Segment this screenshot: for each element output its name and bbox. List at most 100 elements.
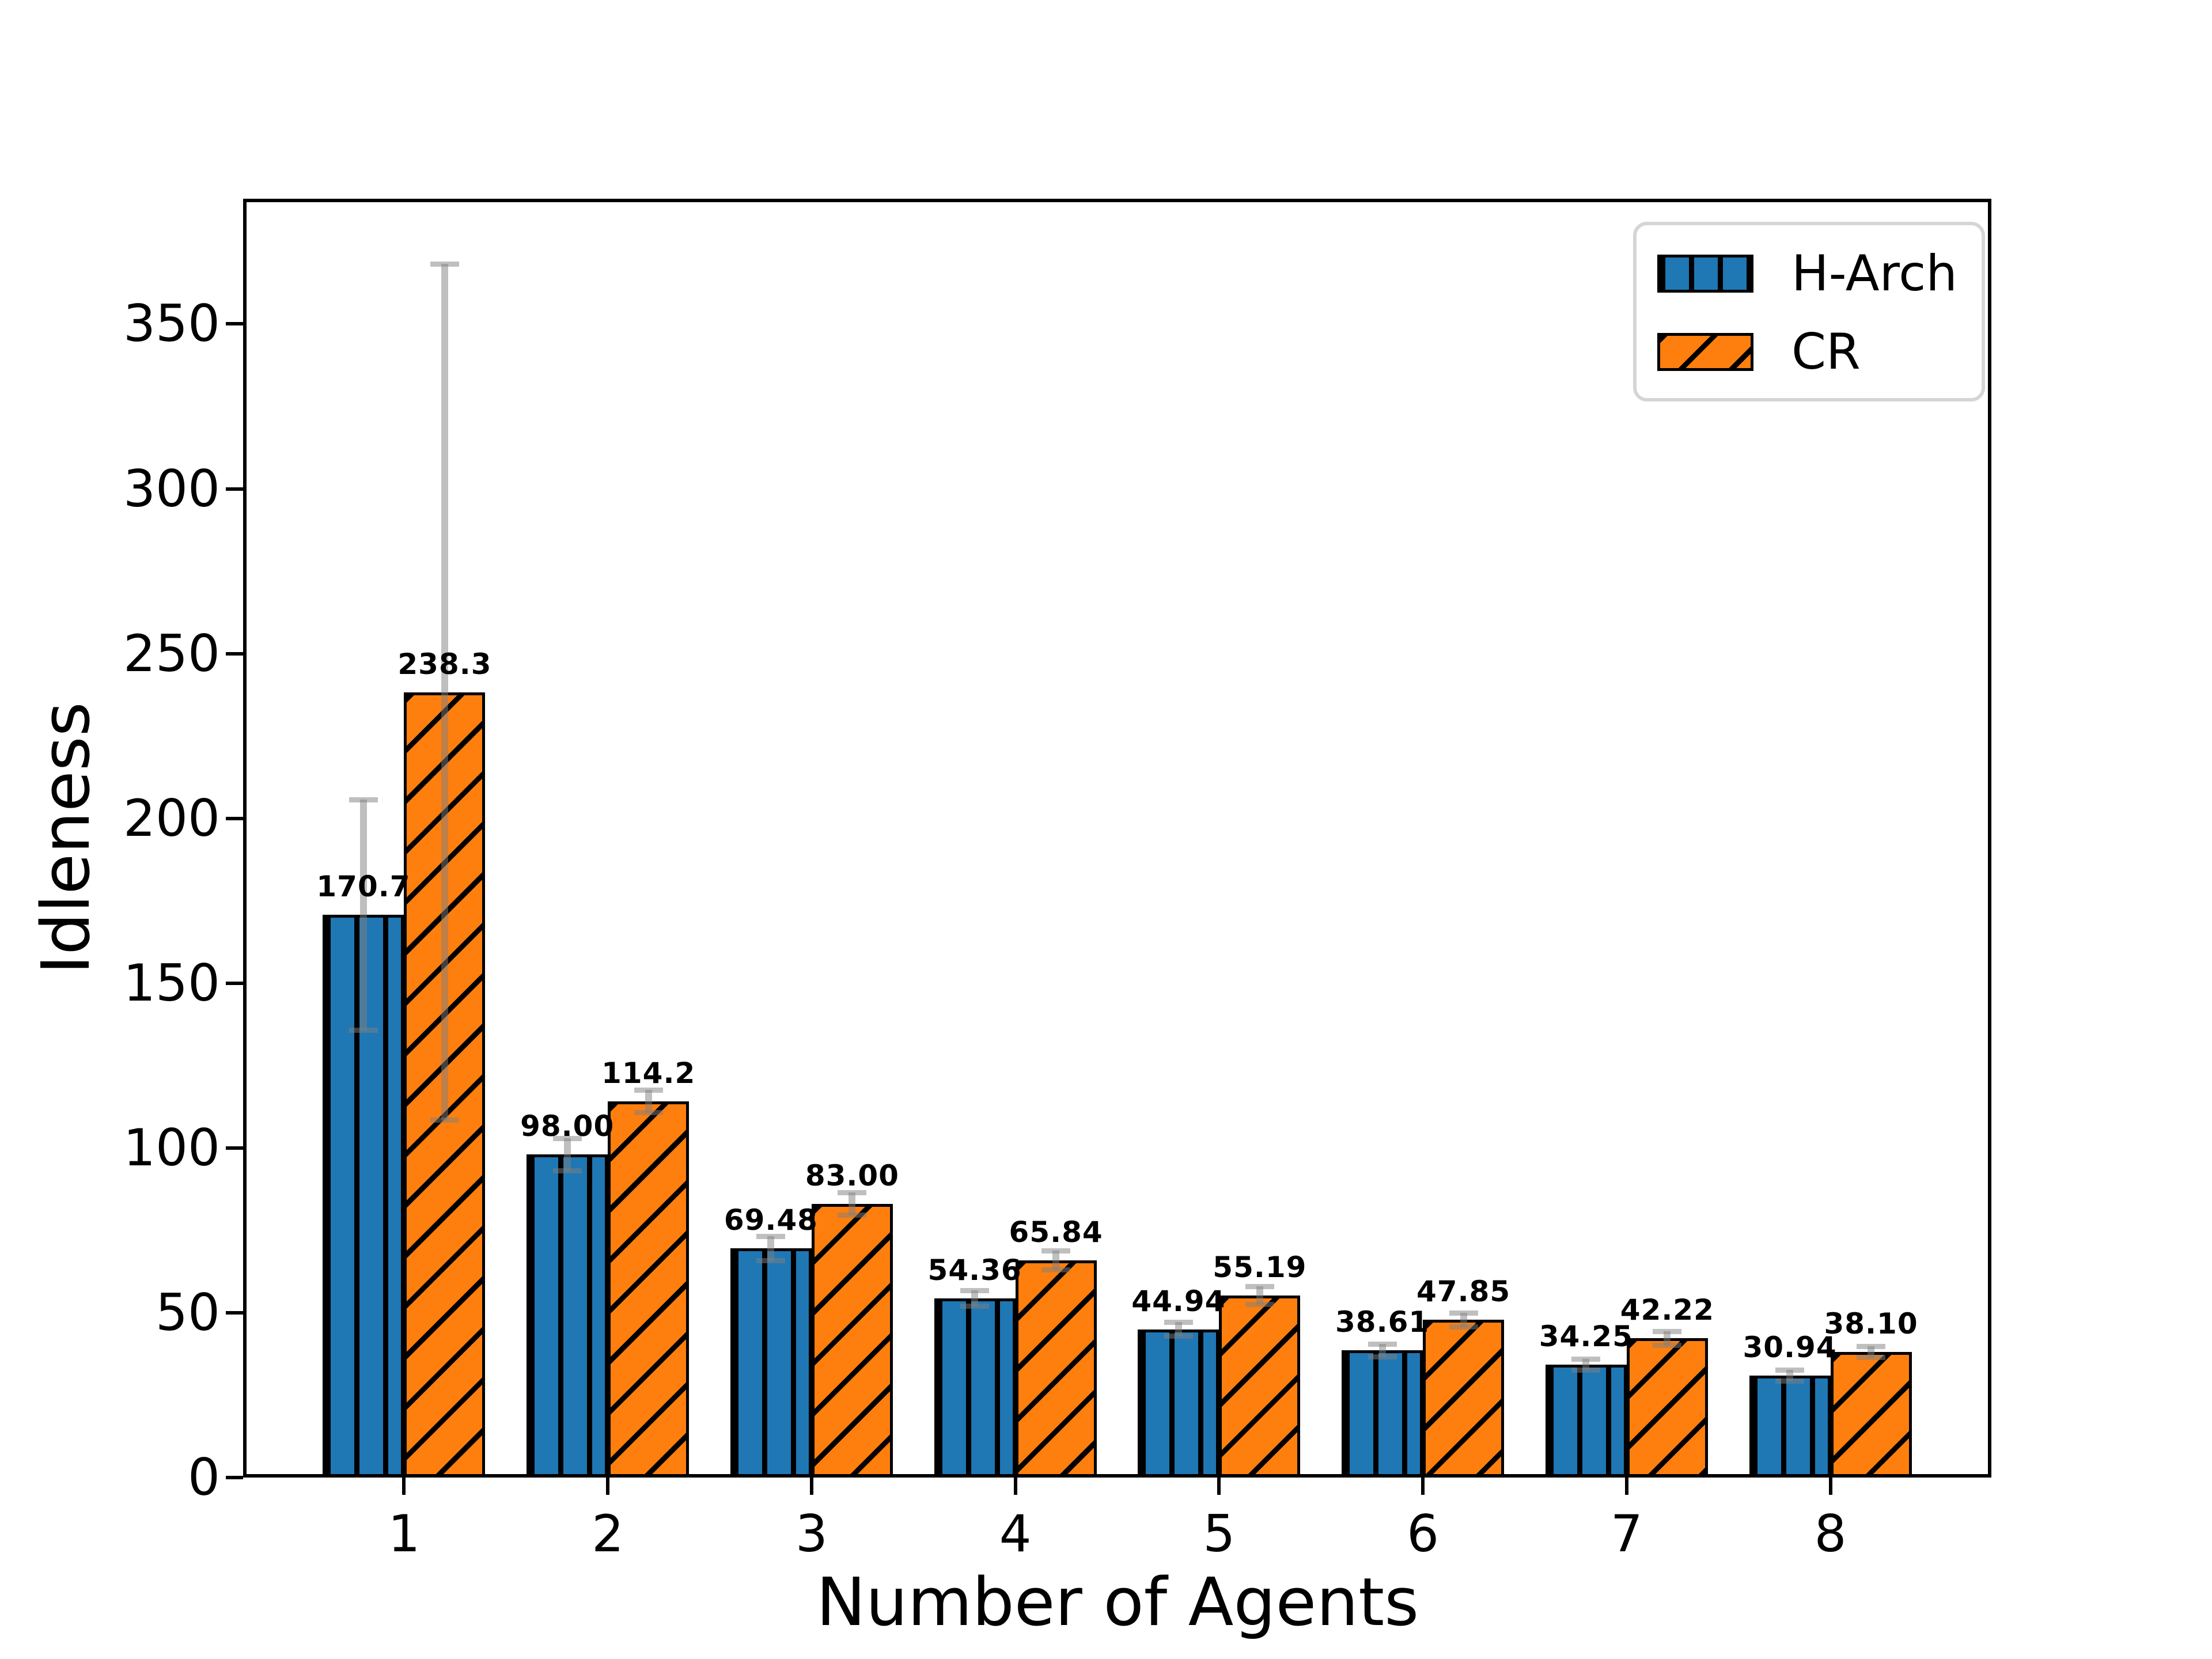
error-bar-cr-4 bbox=[1052, 1251, 1060, 1271]
x-tick bbox=[402, 1478, 406, 1495]
bar-value-label-cr-4: 65.84 bbox=[1009, 1215, 1103, 1249]
bar-value-label-cr-8: 38.10 bbox=[1824, 1307, 1918, 1340]
bar-h-arch-3 bbox=[730, 1248, 812, 1478]
error-bar-h-arch-3 bbox=[767, 1236, 775, 1262]
x-axis-title: Number of Agents bbox=[816, 1564, 1419, 1641]
error-cap-bottom bbox=[1775, 1378, 1805, 1384]
y-tick-label: 300 bbox=[123, 459, 220, 518]
y-tick bbox=[226, 1146, 243, 1150]
error-cap-bottom bbox=[1571, 1368, 1601, 1373]
x-tick bbox=[1624, 1478, 1628, 1495]
error-bar-cr-7 bbox=[1664, 1331, 1671, 1346]
error-cap-bottom bbox=[349, 1027, 378, 1033]
x-tick-label: 7 bbox=[1610, 1504, 1643, 1563]
error-cap-top bbox=[634, 1087, 663, 1093]
y-tick-label: 350 bbox=[123, 294, 220, 354]
legend-label-cr: CR bbox=[1791, 323, 1861, 381]
x-tick bbox=[606, 1478, 610, 1495]
error-cap-top bbox=[1368, 1341, 1397, 1347]
y-tick-label: 250 bbox=[123, 623, 220, 683]
error-cap-bottom bbox=[1041, 1267, 1071, 1273]
error-cap-top bbox=[756, 1233, 786, 1239]
error-cap-top bbox=[430, 261, 459, 267]
bar-value-label-h-arch-6: 38.61 bbox=[1335, 1305, 1430, 1339]
bar-value-label-h-arch-3: 69.48 bbox=[724, 1203, 818, 1237]
x-tick-label: 6 bbox=[1407, 1504, 1440, 1563]
bar-value-label-cr-1: 238.3 bbox=[397, 647, 492, 681]
bar-value-label-h-arch-4: 54.36 bbox=[927, 1253, 1022, 1287]
legend-swatch-h-arch bbox=[1657, 255, 1753, 293]
bar-value-label-cr-5: 55.19 bbox=[1213, 1251, 1307, 1285]
y-tick bbox=[226, 981, 243, 985]
error-cap-top bbox=[1245, 1284, 1274, 1290]
bar-value-label-h-arch-5: 44.94 bbox=[1131, 1284, 1226, 1318]
error-cap-top bbox=[1653, 1328, 1682, 1334]
error-cap-bottom bbox=[1653, 1343, 1682, 1349]
error-cap-top bbox=[1164, 1320, 1193, 1325]
error-cap-bottom bbox=[634, 1109, 663, 1115]
error-cap-top bbox=[1041, 1248, 1071, 1254]
error-cap-bottom bbox=[960, 1304, 990, 1309]
error-bar-h-arch-5 bbox=[1175, 1322, 1182, 1337]
x-tick bbox=[1421, 1478, 1425, 1495]
error-cap-top bbox=[1775, 1368, 1805, 1373]
legend: H-Arch CR bbox=[1633, 222, 1985, 402]
bar-value-label-cr-6: 47.85 bbox=[1416, 1275, 1511, 1309]
y-tick-label: 50 bbox=[156, 1282, 220, 1342]
y-tick bbox=[226, 1476, 243, 1479]
y-tick-label: 150 bbox=[123, 953, 220, 1013]
error-cap-bottom bbox=[756, 1258, 786, 1264]
error-bar-cr-3 bbox=[849, 1192, 856, 1216]
bar-h-arch-7 bbox=[1545, 1365, 1627, 1478]
error-cap-bottom bbox=[1164, 1334, 1193, 1339]
error-bar-cr-2 bbox=[645, 1089, 652, 1113]
error-bar-cr-1 bbox=[441, 263, 448, 1121]
y-tick bbox=[226, 652, 243, 656]
error-bar-h-arch-4 bbox=[971, 1290, 979, 1307]
bar-cr-3 bbox=[811, 1204, 893, 1478]
y-tick-label: 200 bbox=[123, 788, 220, 848]
bar-value-label-h-arch-7: 34.25 bbox=[1539, 1320, 1633, 1354]
x-tick-label: 8 bbox=[1814, 1504, 1847, 1563]
x-tick bbox=[1013, 1478, 1017, 1495]
bar-value-label-h-arch-1: 170.7 bbox=[316, 870, 411, 904]
error-bar-h-arch-6 bbox=[1378, 1343, 1386, 1357]
error-bar-cr-8 bbox=[1868, 1346, 1875, 1358]
error-cap-bottom bbox=[552, 1168, 582, 1173]
bar-cr-6 bbox=[1423, 1320, 1505, 1478]
error-cap-top bbox=[1571, 1356, 1601, 1362]
y-tick-label: 100 bbox=[123, 1118, 220, 1177]
y-tick bbox=[226, 816, 243, 820]
error-cap-top bbox=[349, 797, 378, 803]
bar-value-label-cr-3: 83.00 bbox=[805, 1159, 899, 1193]
bar-value-label-h-arch-8: 30.94 bbox=[1743, 1330, 1837, 1364]
error-cap-bottom bbox=[838, 1213, 867, 1218]
error-bar-h-arch-7 bbox=[1582, 1358, 1590, 1371]
bar-value-label-cr-2: 114.2 bbox=[601, 1056, 696, 1090]
x-tick-label: 2 bbox=[592, 1504, 624, 1563]
bar-h-arch-6 bbox=[1342, 1350, 1423, 1478]
bar-cr-2 bbox=[608, 1101, 690, 1478]
bar-h-arch-5 bbox=[1138, 1329, 1219, 1478]
error-cap-bottom bbox=[1245, 1302, 1274, 1308]
error-bar-h-arch-2 bbox=[563, 1138, 571, 1171]
bar-value-label-h-arch-2: 98.00 bbox=[520, 1109, 615, 1143]
x-tick-label: 3 bbox=[795, 1504, 828, 1563]
x-tick-label: 1 bbox=[388, 1504, 421, 1563]
bar-value-label-cr-7: 42.22 bbox=[1620, 1293, 1714, 1327]
error-cap-top bbox=[552, 1135, 582, 1141]
y-tick bbox=[226, 487, 243, 491]
bar-cr-8 bbox=[1830, 1352, 1912, 1478]
y-tick bbox=[226, 322, 243, 326]
x-tick bbox=[1828, 1478, 1832, 1495]
error-bar-h-arch-1 bbox=[359, 800, 367, 1031]
x-tick-label: 4 bbox=[999, 1504, 1032, 1563]
legend-swatch-cr bbox=[1657, 333, 1753, 371]
error-cap-bottom bbox=[430, 1118, 459, 1123]
y-tick bbox=[226, 1310, 243, 1315]
error-cap-top bbox=[838, 1190, 867, 1196]
